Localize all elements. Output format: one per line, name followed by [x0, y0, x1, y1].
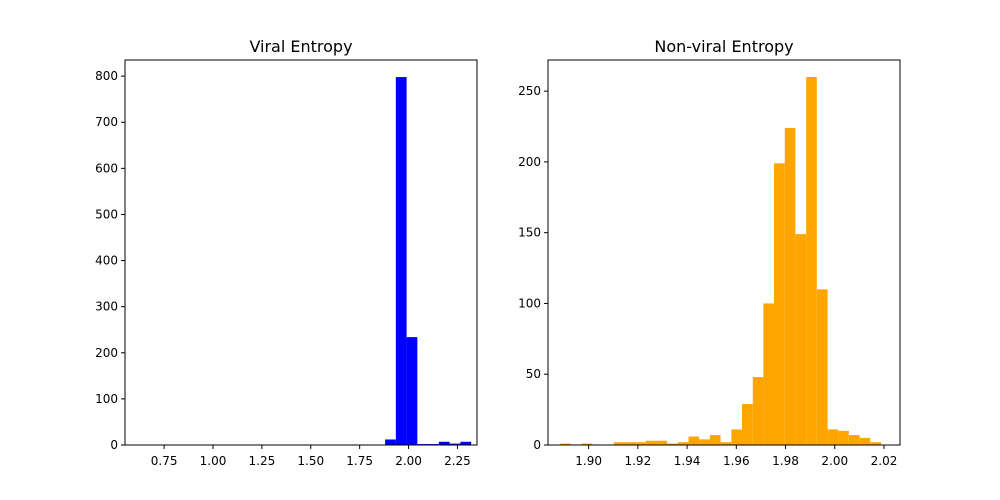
- non-viral-entropy-x-tick-label: 2.00: [821, 454, 848, 468]
- viral-entropy-x-tick-label: 2.25: [444, 454, 471, 468]
- non-viral-entropy-bars: [560, 76, 882, 446]
- non-viral-entropy-bar: [613, 442, 625, 445]
- viral-entropy-x-axis: 0.75 1.00 1.25 1.50 1.75 2.00 2.25: [151, 445, 471, 468]
- viral-entropy-x-tick-label: 0.75: [151, 454, 178, 468]
- non-viral-entropy-x-tick-label: 2.02: [871, 454, 898, 468]
- viral-entropy-x-tick-label: 2.00: [395, 454, 422, 468]
- non-viral-entropy-x-tick-label: 1.90: [575, 454, 602, 468]
- non-viral-entropy-bar: [848, 435, 860, 445]
- non-viral-entropy-plot-frame: [547, 59, 901, 446]
- non-viral-entropy-y-tick-label: 100: [518, 296, 541, 310]
- non-viral-entropy-bar: [784, 127, 796, 446]
- non-viral-entropy-bar: [795, 234, 807, 445]
- non-viral-entropy-bar: [560, 443, 571, 445]
- viral-entropy-y-tick-label: 700: [95, 115, 118, 129]
- non-viral-entropy-bar: [720, 442, 732, 445]
- non-viral-entropy-y-tick-label: 50: [526, 367, 541, 381]
- viral-entropy-y-tick-label: 600: [95, 161, 118, 175]
- viral-entropy-title: Viral Entropy: [249, 37, 352, 56]
- viral-entropy-bar: [395, 77, 407, 446]
- non-viral-entropy-y-tick-label: 0: [533, 438, 541, 452]
- viral-entropy-y-tick-label: 100: [95, 392, 118, 406]
- viral-entropy-x-tick-label: 1.75: [346, 454, 373, 468]
- viral-entropy-bar: [449, 443, 461, 445]
- non-viral-entropy-bar: [656, 440, 668, 445]
- non-viral-entropy-bar: [752, 377, 764, 445]
- viral-entropy-plot-frame: [124, 59, 478, 446]
- viral-entropy-y-axis: 0 100 200 300 400 500 600 700 800: [95, 69, 125, 452]
- viral-entropy-bar: [460, 441, 472, 445]
- non-viral-entropy-y-axis: 0 50 100 150 200 250: [518, 84, 548, 452]
- non-viral-entropy-y-tick-label: 150: [518, 226, 541, 240]
- non-viral-entropy-bar: [709, 435, 721, 445]
- non-viral-entropy-x-tick-label: 1.98: [772, 454, 799, 468]
- viral-entropy-x-tick-label: 1.50: [297, 454, 324, 468]
- non-viral-entropy-bar: [763, 303, 774, 445]
- non-viral-entropy-x-axis: 1.90 1.92 1.94 1.96 1.98 2.00 2.02: [575, 445, 897, 468]
- viral-entropy-y-tick-label: 0: [110, 438, 118, 452]
- non-viral-entropy-bar: [816, 289, 828, 445]
- viral-entropy-panel: Viral Entropy 0.75 1.00 1.25 1.50 1.75 2.00 2.…: [95, 37, 478, 468]
- non-viral-entropy-x-tick-label: 1.94: [674, 454, 701, 468]
- non-viral-entropy-bar: [870, 442, 882, 445]
- viral-entropy-y-tick-label: 500: [95, 207, 118, 221]
- non-viral-entropy-bar: [581, 443, 593, 445]
- viral-entropy-bar: [385, 439, 396, 445]
- viral-entropy-y-tick-label: 400: [95, 254, 118, 268]
- viral-entropy-bar: [406, 337, 418, 445]
- non-viral-entropy-bar: [624, 442, 636, 445]
- non-viral-entropy-bar: [731, 429, 742, 445]
- non-viral-entropy-bar: [838, 430, 849, 445]
- non-viral-entropy-bar: [688, 436, 700, 445]
- non-viral-entropy-bar: [635, 442, 646, 445]
- non-viral-entropy-bar: [859, 437, 871, 445]
- non-viral-entropy-bar: [741, 403, 753, 445]
- non-viral-entropy-y-tick-label: 200: [518, 155, 541, 169]
- non-viral-entropy-bar: [645, 440, 657, 445]
- non-viral-entropy-panel: Non-viral Entropy 1.90 1.92 1.94 1.96 1.98 2.…: [518, 37, 901, 468]
- non-viral-entropy-bar: [827, 429, 839, 445]
- non-viral-entropy-bar: [806, 76, 817, 445]
- non-viral-entropy-y-tick-label: 250: [518, 84, 541, 98]
- non-viral-entropy-x-tick-label: 1.96: [723, 454, 750, 468]
- viral-entropy-x-tick-label: 1.25: [249, 454, 276, 468]
- viral-entropy-x-tick-label: 1.00: [200, 454, 227, 468]
- viral-entropy-y-tick-label: 300: [95, 300, 118, 314]
- non-viral-entropy-bar: [699, 439, 710, 445]
- non-viral-entropy-title: Non-viral Entropy: [654, 37, 793, 56]
- viral-entropy-y-tick-label: 200: [95, 346, 118, 360]
- non-viral-entropy-bar: [667, 443, 678, 445]
- non-viral-entropy-x-tick-label: 1.92: [624, 454, 651, 468]
- viral-entropy-bar: [438, 441, 450, 445]
- viral-entropy-y-tick-label: 800: [95, 69, 118, 83]
- non-viral-entropy-bar: [773, 163, 785, 445]
- non-viral-entropy-bar: [677, 442, 689, 445]
